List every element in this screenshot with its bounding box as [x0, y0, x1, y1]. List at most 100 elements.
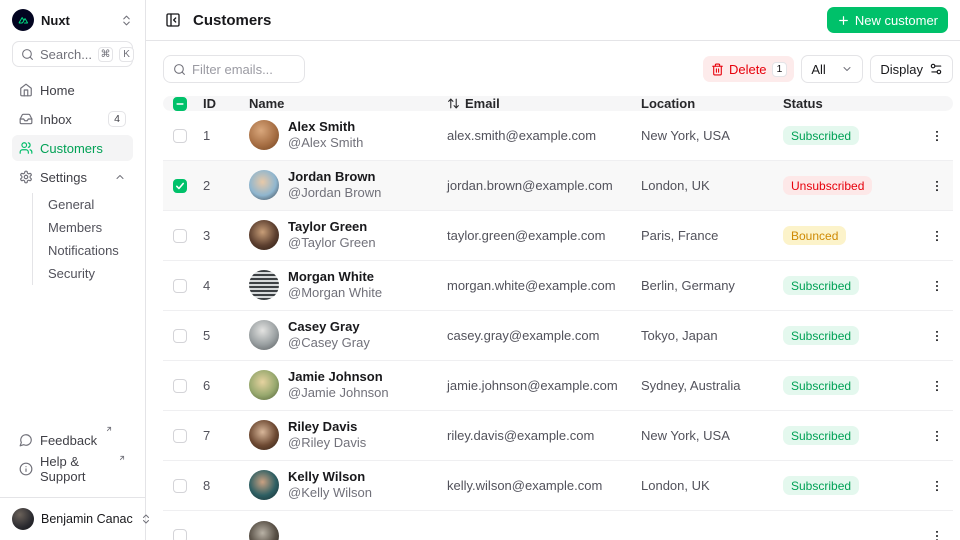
customer-name: Jordan Brown [288, 168, 376, 184]
column-header-status[interactable]: Status [783, 96, 823, 111]
help-support-link[interactable]: Help & Support [12, 454, 133, 484]
row-name-cell: Jamie Johnson @Jamie Johnson [241, 369, 439, 402]
row-menu-button[interactable] [929, 174, 945, 198]
row-name-cell: Kelly Wilson @Kelly Wilson [241, 469, 439, 502]
column-header-email-label: Email [465, 96, 500, 111]
external-link-icon [118, 454, 126, 462]
table-row: 2 Jordan Brown @Jordan Brown jordan.brow… [163, 161, 953, 211]
status-badge: Subscribed [783, 326, 860, 345]
row-menu-button[interactable] [929, 424, 945, 448]
collapse-sidebar-button[interactable] [163, 10, 183, 30]
info-circle-icon [19, 462, 33, 476]
kbd-k: K [119, 46, 135, 62]
sidebar: Nuxt Search... ⌘ K Home Inbox 4 Cust [0, 0, 149, 540]
feedback-label: Feedback [40, 432, 98, 448]
row-location: New York, USA [641, 128, 730, 143]
trash-icon [711, 63, 724, 76]
row-name-cell: Jordan Brown @Jordan Brown [241, 169, 439, 202]
row-id: 3 [203, 228, 211, 243]
customer-handle: @Jamie Johnson [288, 385, 389, 401]
search-input[interactable]: Search... ⌘ K [12, 41, 135, 67]
row-menu-button[interactable] [929, 124, 945, 148]
kbd-meta: ⌘ [98, 46, 114, 62]
panel-left-close-icon [165, 12, 181, 28]
settings-subnav: General Members Notifications Security [32, 193, 133, 285]
plus-icon [837, 14, 850, 27]
row-status-cell: Subscribed [775, 426, 921, 445]
customer-handle: @Kelly Wilson [288, 485, 372, 501]
filter-emails-field[interactable] [163, 55, 305, 83]
row-select-cell [163, 428, 195, 443]
sidebar-item-settings[interactable]: Settings [12, 164, 133, 190]
sidebar-item-label: Inbox [40, 111, 72, 127]
row-checkbox[interactable] [173, 178, 187, 193]
row-menu-button[interactable] [929, 224, 945, 248]
status-filter-value: All [811, 61, 826, 77]
feedback-link[interactable]: Feedback [12, 425, 133, 453]
filter-emails-input[interactable] [192, 61, 295, 77]
row-email: kelly.wilson@example.com [447, 478, 603, 493]
customer-name: Riley Davis [288, 418, 358, 434]
sidebar-item-home[interactable]: Home [12, 77, 133, 103]
status-filter-select[interactable]: All [801, 55, 864, 83]
sidebar-item-customers[interactable]: Customers [12, 135, 133, 161]
row-select-cell [163, 528, 195, 540]
column-header-email[interactable]: Email [439, 96, 633, 111]
row-menu-button[interactable] [929, 524, 945, 540]
sidebar-item-label: Customers [40, 140, 103, 156]
status-badge: Bounced [783, 226, 847, 245]
row-checkbox[interactable] [173, 428, 187, 443]
workspace-switcher[interactable]: Nuxt [0, 0, 145, 37]
external-link-icon [105, 425, 113, 433]
row-menu-button[interactable] [929, 374, 945, 398]
sidebar-item-inbox[interactable]: Inbox 4 [12, 106, 133, 132]
display-button[interactable]: Display [870, 55, 953, 83]
row-select-cell [163, 128, 195, 143]
column-header-name[interactable]: Name [249, 96, 285, 111]
row-checkbox[interactable] [173, 328, 187, 343]
sidebar-item-general[interactable]: General [48, 197, 95, 212]
row-menu-button[interactable] [929, 474, 945, 498]
avatar [249, 370, 279, 401]
customer-name: Morgan White [288, 268, 374, 284]
row-menu-button[interactable] [929, 274, 945, 298]
sidebar-item-security[interactable]: Security [48, 266, 95, 281]
row-id: 7 [203, 428, 211, 443]
status-badge: Subscribed [783, 476, 860, 495]
sidebar-item-members[interactable]: Members [48, 220, 103, 235]
row-menu-button[interactable] [929, 324, 945, 348]
row-checkbox[interactable] [173, 228, 187, 243]
status-badge: Subscribed [783, 126, 860, 145]
sidebar-nav: Home Inbox 4 Customers Settings General … [0, 77, 145, 287]
avatar [249, 320, 279, 351]
table-body: 1 Alex Smith @Alex Smith alex.smith@exam… [163, 111, 953, 540]
row-checkbox[interactable] [173, 128, 187, 143]
row-select-cell [163, 478, 195, 493]
select-all-cell [163, 96, 195, 111]
row-checkbox[interactable] [173, 478, 187, 493]
help-support-label: Help & Support [40, 454, 86, 484]
row-actions-cell [921, 324, 953, 348]
chevrons-up-down-icon [120, 14, 133, 27]
select-all-checkbox[interactable] [173, 96, 187, 111]
row-name-cell [241, 520, 439, 540]
column-header-id[interactable]: ID [203, 96, 216, 111]
table-row: 4 Morgan White @Morgan White morgan.whit… [163, 261, 953, 311]
delete-button[interactable]: Delete 1 [702, 56, 795, 82]
row-checkbox[interactable] [173, 378, 187, 393]
customer-handle: @Taylor Green [288, 235, 376, 251]
row-checkbox[interactable] [173, 278, 187, 293]
table-row: 8 Kelly Wilson @Kelly Wilson kelly.wilso… [163, 461, 953, 511]
row-id: 4 [203, 278, 211, 293]
customer-name: Taylor Green [288, 218, 368, 234]
row-checkbox[interactable] [173, 528, 187, 540]
user-menu[interactable]: Benjamin Canac [0, 497, 149, 540]
column-header-location[interactable]: Location [641, 96, 696, 111]
sidebar-item-notifications[interactable]: Notifications [48, 243, 119, 258]
inbox-count-badge: 4 [108, 110, 126, 128]
status-badge: Subscribed [783, 276, 860, 295]
display-label: Display [880, 61, 923, 77]
sidebar-spacer [0, 287, 145, 427]
new-customer-button[interactable]: New customer [826, 7, 948, 33]
